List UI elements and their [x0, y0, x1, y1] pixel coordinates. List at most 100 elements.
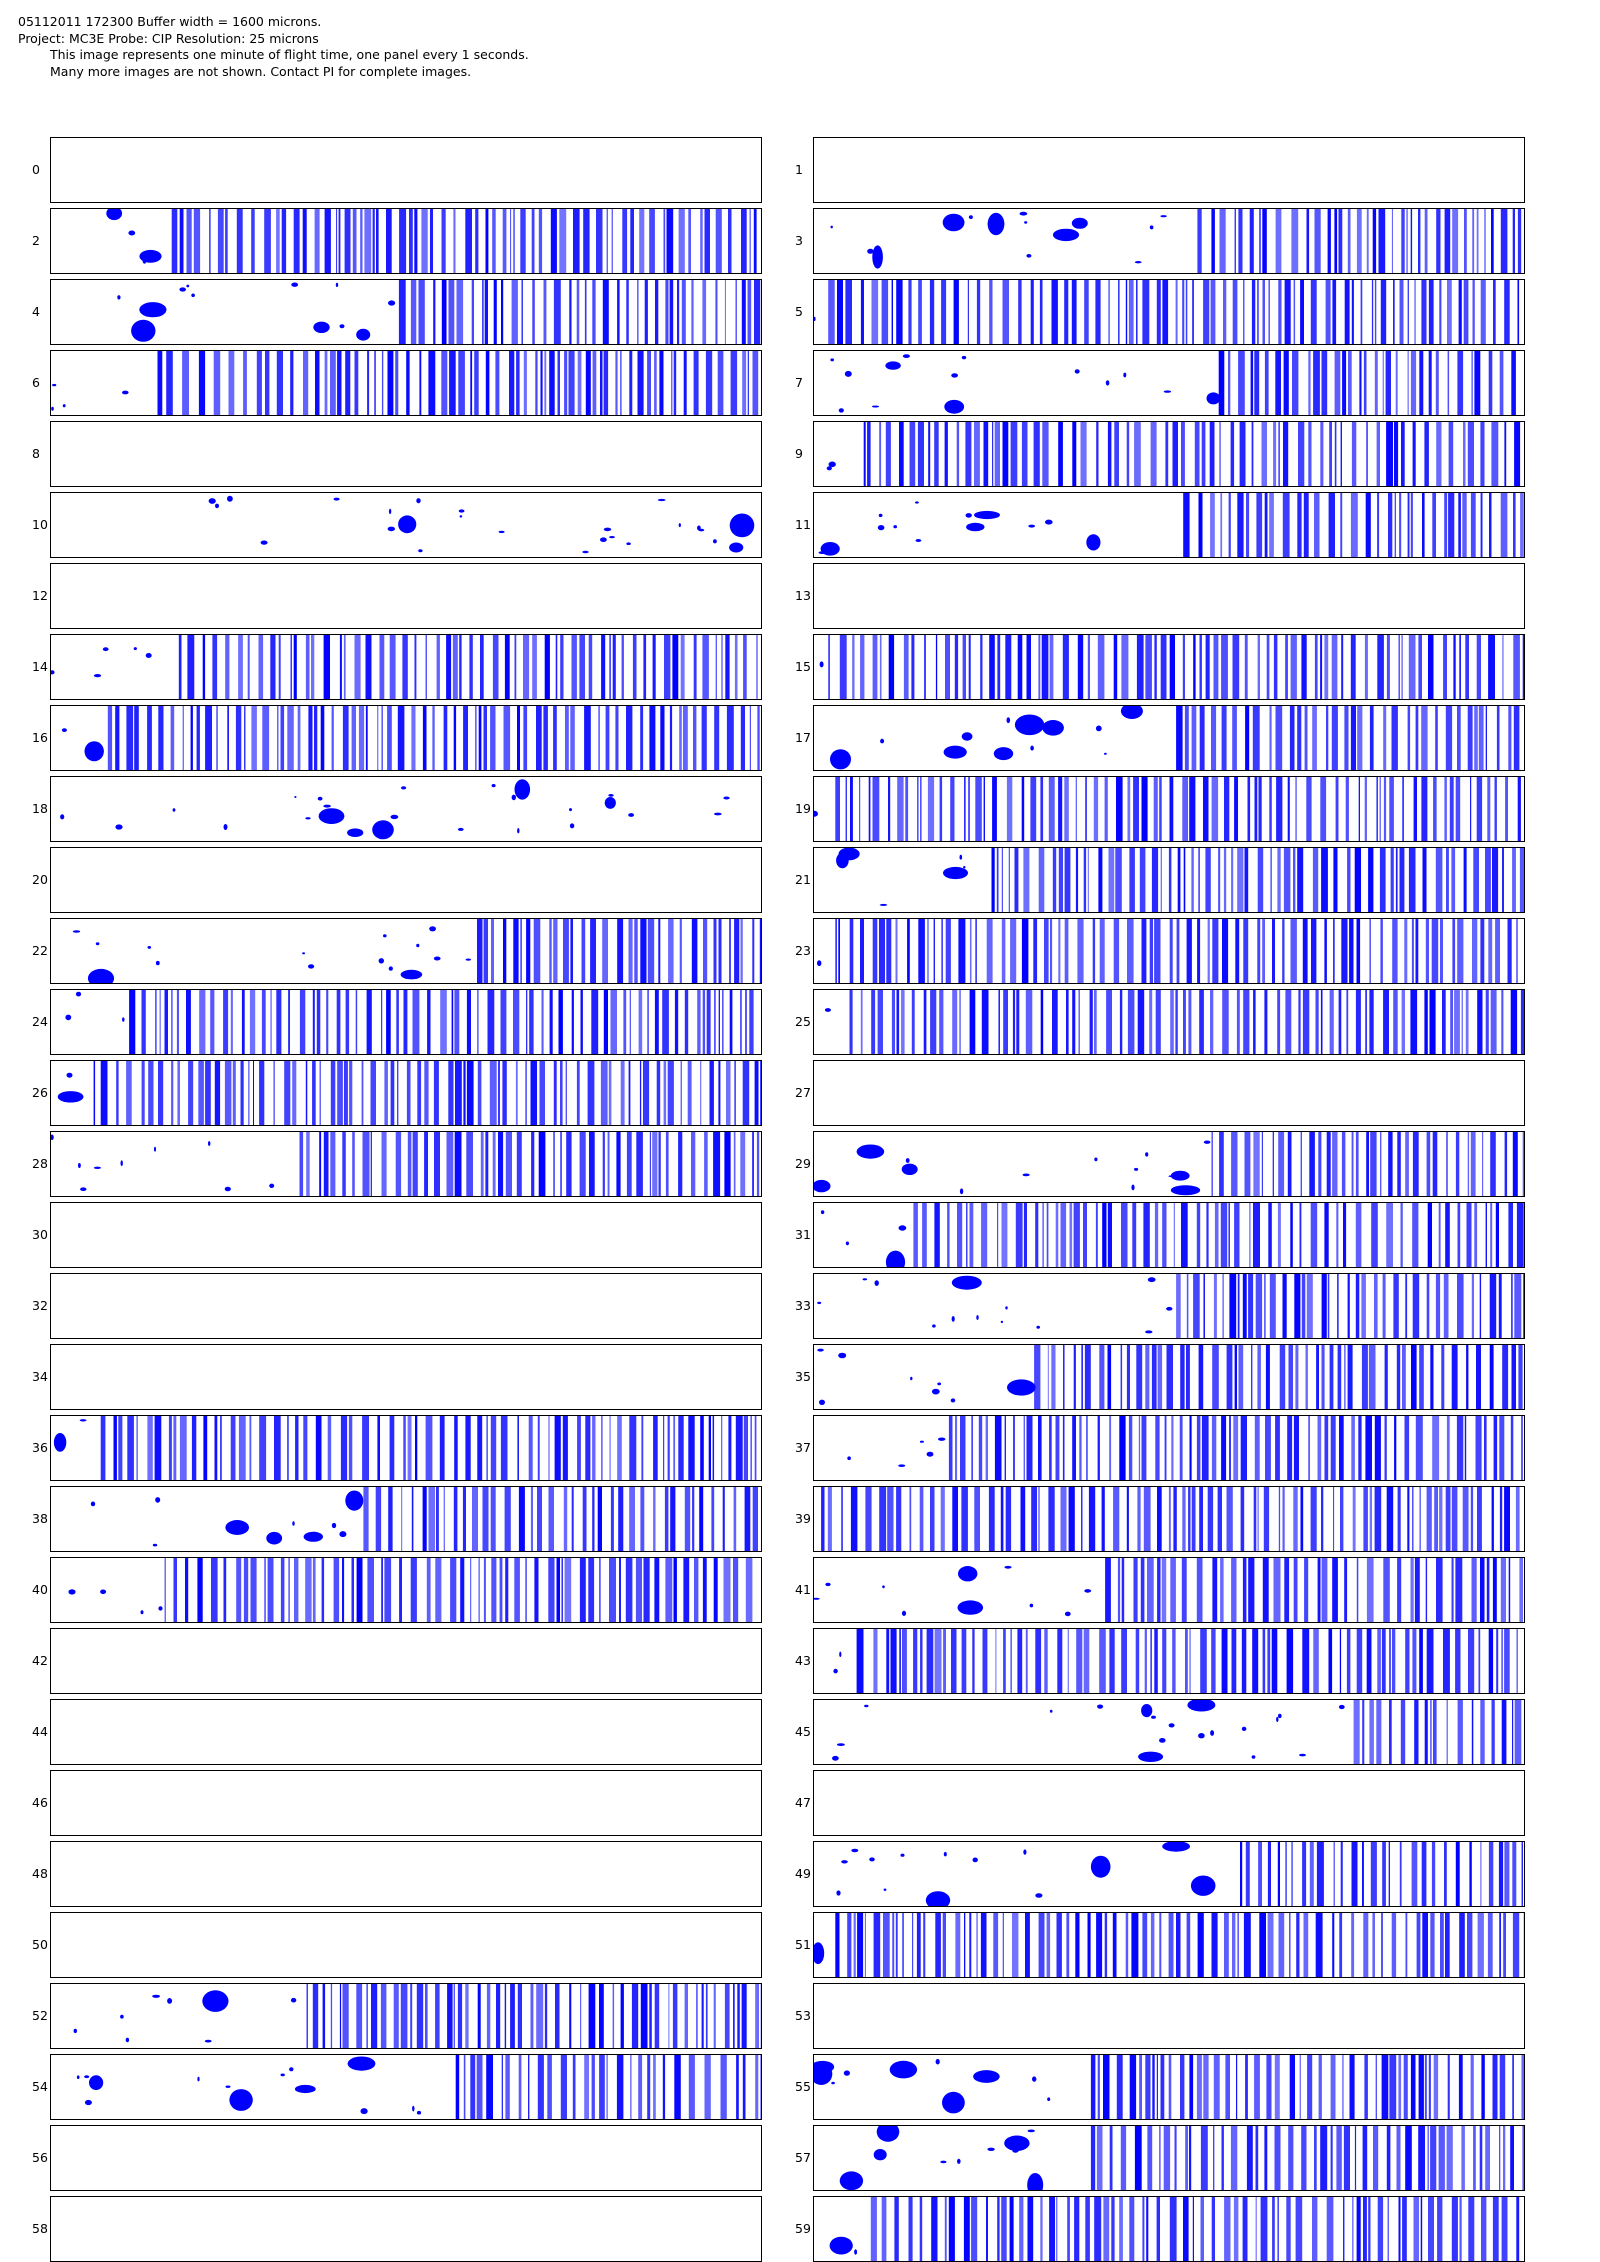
particle-image-panel [50, 634, 762, 700]
particle [872, 406, 879, 408]
particle-stripe [1457, 351, 1463, 415]
particle-stripe [1278, 1132, 1284, 1196]
particle [958, 1566, 977, 1581]
particle-stripe [1010, 919, 1016, 983]
particle-image [51, 1132, 761, 1196]
particle-image-panel [50, 137, 762, 203]
particle [345, 1491, 363, 1511]
particle-image-panel [813, 989, 1525, 1055]
particle-stripe [216, 706, 218, 770]
particle-stripe [1159, 777, 1162, 841]
particle [229, 2089, 252, 2111]
particle-stripe [1392, 209, 1393, 273]
particle-stripe [1326, 706, 1328, 770]
particle-stripe [1332, 1132, 1337, 1196]
particle-stripe [478, 1061, 482, 1125]
particle [938, 1438, 945, 1441]
panel-row: 11 [783, 492, 1523, 558]
particle-stripe [714, 1984, 716, 2048]
particle-stripe [1283, 493, 1290, 557]
particle-stripe [532, 209, 535, 273]
particle-stripe [1457, 919, 1463, 983]
particle-stripe [756, 635, 757, 699]
particle-image-panel [50, 2196, 762, 2262]
particle-stripe [505, 635, 510, 699]
particle-stripe [1511, 990, 1517, 1054]
particle-stripe [1058, 919, 1060, 983]
particle-stripe [1134, 1558, 1138, 1622]
panel-label: 39 [795, 1486, 811, 1552]
particle [1278, 1714, 1282, 1718]
particle-stripe [1280, 1345, 1286, 1409]
particle-stripe [1396, 351, 1398, 415]
particle-stripe [1208, 919, 1210, 983]
panel-row: 46 [20, 1770, 760, 1836]
particle-image [814, 1274, 1524, 1338]
particle-stripe [577, 1061, 580, 1125]
particle [937, 1383, 941, 1386]
particle-stripe [852, 635, 854, 699]
particle-stripe [1472, 209, 1474, 273]
particle-stripe [547, 2055, 552, 2119]
particle-image [814, 209, 1524, 273]
particle-stripe [1455, 1629, 1460, 1693]
particle-stripe [1301, 2126, 1306, 2190]
particle-stripe [637, 280, 639, 344]
particle-stripe [371, 1984, 377, 2048]
particle-stripe [516, 1061, 518, 1125]
particle-stripe [1432, 919, 1439, 983]
particle-stripe [1512, 1700, 1513, 1764]
particle [1159, 1738, 1166, 1743]
particle-stripe [1061, 1203, 1067, 1267]
particle-stripe [1350, 2055, 1355, 2119]
particle-stripe [395, 351, 398, 415]
particle-stripe [212, 635, 217, 699]
particle-stripe [1468, 422, 1474, 486]
particle-stripe [957, 1203, 962, 1267]
particle-stripe [609, 1558, 616, 1622]
particle-stripe [977, 1913, 978, 1977]
particle [814, 1180, 831, 1192]
particle-stripe [514, 1558, 520, 1622]
particle-stripe [1389, 1842, 1390, 1906]
particle-stripe [653, 1416, 658, 1480]
particle-stripe [1270, 1274, 1276, 1338]
panel-label: 48 [32, 1841, 48, 1907]
particle-stripe [963, 635, 966, 699]
particle-stripe [447, 1132, 454, 1196]
particle [52, 384, 56, 386]
particle-stripe [505, 2055, 509, 2119]
particle-stripe [872, 280, 879, 344]
particle-stripe [892, 990, 895, 1054]
particle-stripe [1354, 1700, 1360, 1764]
particle-stripe [1176, 1274, 1181, 1338]
particle-stripe [1301, 1132, 1302, 1196]
particle-stripe [622, 209, 627, 273]
particle-stripe [412, 1487, 414, 1551]
particle-stripe [629, 1487, 635, 1551]
particle-stripe [166, 351, 173, 415]
particle-stripe [828, 1487, 832, 1551]
particle-stripe [472, 280, 474, 344]
particle-stripe [970, 1203, 974, 1267]
particle-stripe [1419, 1345, 1424, 1409]
particle-stripe [1336, 1203, 1338, 1267]
particle [154, 1147, 156, 1152]
particle-stripe [1366, 1132, 1369, 1196]
particle [1007, 1379, 1036, 1395]
particle-image-panel [50, 1202, 762, 1268]
particle-image-panel [813, 1557, 1525, 1623]
panel-label: 16 [32, 705, 48, 771]
particle-stripe [1246, 493, 1249, 557]
particle-stripe [1256, 2197, 1257, 2261]
particle-stripe [492, 209, 496, 273]
particle-stripe [1480, 1700, 1484, 1764]
particle-stripe [1150, 1629, 1152, 1693]
particle-stripe [1026, 990, 1033, 1054]
particle [89, 2075, 103, 2090]
particle [51, 407, 54, 411]
particle-stripe [663, 2055, 665, 2119]
particle-stripe [1154, 919, 1160, 983]
particle [969, 215, 973, 219]
particle-stripe [674, 351, 677, 415]
